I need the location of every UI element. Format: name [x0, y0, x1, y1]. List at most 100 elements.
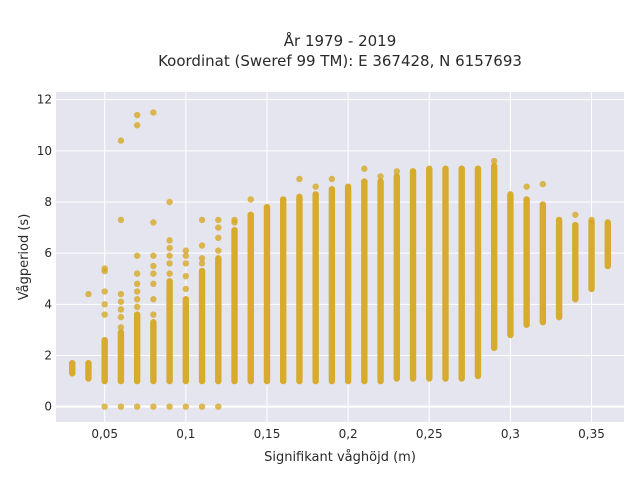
data-point: [247, 196, 254, 203]
data-point: [328, 175, 336, 183]
data-point: [572, 211, 579, 218]
x-tick-label: 0,35: [578, 427, 605, 441]
data-point: [133, 111, 141, 119]
data-point: [117, 324, 125, 331]
data-point: [150, 311, 157, 318]
data-point: [150, 109, 157, 116]
data-point: [133, 270, 141, 277]
data-point: [133, 288, 141, 295]
data-point: [117, 137, 125, 144]
data-point: [198, 403, 206, 410]
y-tick-label: 6: [44, 246, 52, 260]
data-point: [133, 303, 141, 311]
data-point-column: [361, 178, 368, 385]
data-point: [150, 252, 157, 259]
data-point-column: [231, 226, 238, 385]
data-point-column: [507, 191, 514, 339]
data-point-column: [328, 186, 336, 385]
data-point-column: [166, 278, 173, 385]
data-point: [166, 237, 173, 244]
data-point: [133, 296, 141, 303]
data-point: [166, 244, 173, 252]
data-point: [198, 242, 206, 249]
data-point: [150, 403, 157, 410]
data-point: [198, 255, 206, 262]
data-point: [490, 157, 498, 165]
data-points: [69, 109, 611, 410]
data-point: [182, 285, 190, 293]
x-tick-label: 0,2: [339, 427, 358, 441]
data-point-column: [539, 201, 547, 326]
data-point-column: [69, 359, 76, 377]
y-tick-label: 10: [37, 144, 52, 158]
data-point: [150, 219, 157, 226]
data-point-column: [588, 219, 595, 293]
data-point: [117, 313, 125, 321]
data-point-column: [280, 196, 287, 385]
data-point: [523, 183, 530, 190]
data-point-column: [263, 203, 271, 385]
data-point-column: [247, 211, 254, 385]
data-point: [150, 280, 157, 288]
data-point: [117, 403, 125, 410]
data-point-column: [458, 165, 465, 382]
data-point: [182, 247, 190, 254]
data-point-column: [312, 191, 319, 385]
x-tick-label: 0,1: [176, 427, 195, 441]
data-point: [150, 296, 157, 303]
x-tick-label: 0,15: [254, 427, 281, 441]
y-tick-label: 8: [44, 195, 52, 209]
chart-title-line1: År 1979 - 2019: [284, 31, 397, 50]
data-point: [166, 270, 173, 277]
data-point-column: [604, 219, 611, 270]
x-tick-labels: 0,05 0,1 0,15 0,2 0,25 0,3 0,35: [91, 427, 605, 441]
data-point-column: [133, 311, 141, 385]
data-point-column: [344, 183, 352, 385]
data-point-column: [523, 196, 530, 328]
data-point: [588, 216, 595, 224]
data-point-column: [117, 329, 125, 385]
data-point: [133, 252, 141, 259]
data-point-column: [215, 255, 222, 385]
data-point: [166, 260, 173, 267]
y-tick-label: 2: [44, 348, 52, 362]
data-point: [393, 168, 400, 175]
data-point-column: [393, 173, 400, 382]
chart-title-line2: Koordinat (Sweref 99 TM): E 367428, N 61…: [158, 52, 522, 70]
data-point: [215, 247, 222, 254]
y-tick-label: 12: [37, 93, 52, 107]
data-point: [117, 298, 125, 305]
data-point: [231, 216, 238, 224]
data-point-column: [296, 193, 303, 385]
data-point: [133, 280, 141, 288]
data-point-column: [474, 165, 482, 380]
data-point: [198, 216, 206, 224]
data-point: [133, 122, 141, 129]
data-point: [150, 270, 157, 277]
data-point-column: [377, 178, 384, 385]
data-point: [312, 183, 319, 190]
data-point-column: [426, 165, 433, 382]
data-point: [166, 252, 173, 259]
data-point-column: [442, 165, 449, 382]
plot-area: [56, 92, 624, 422]
data-point-column: [101, 336, 108, 385]
data-point: [182, 403, 190, 410]
data-point: [198, 260, 206, 267]
data-point: [117, 306, 125, 313]
data-point-column: [409, 168, 417, 382]
data-point: [182, 252, 190, 259]
data-point: [101, 311, 108, 318]
data-point-column: [490, 162, 498, 352]
data-point-column: [198, 267, 206, 385]
data-point: [215, 216, 222, 224]
data-point: [101, 288, 108, 295]
data-point-column: [182, 296, 190, 385]
x-tick-label: 0,3: [501, 427, 520, 441]
data-point: [377, 173, 384, 180]
data-point: [150, 262, 157, 270]
data-point-column: [150, 319, 157, 385]
y-tick-label: 4: [44, 297, 52, 311]
